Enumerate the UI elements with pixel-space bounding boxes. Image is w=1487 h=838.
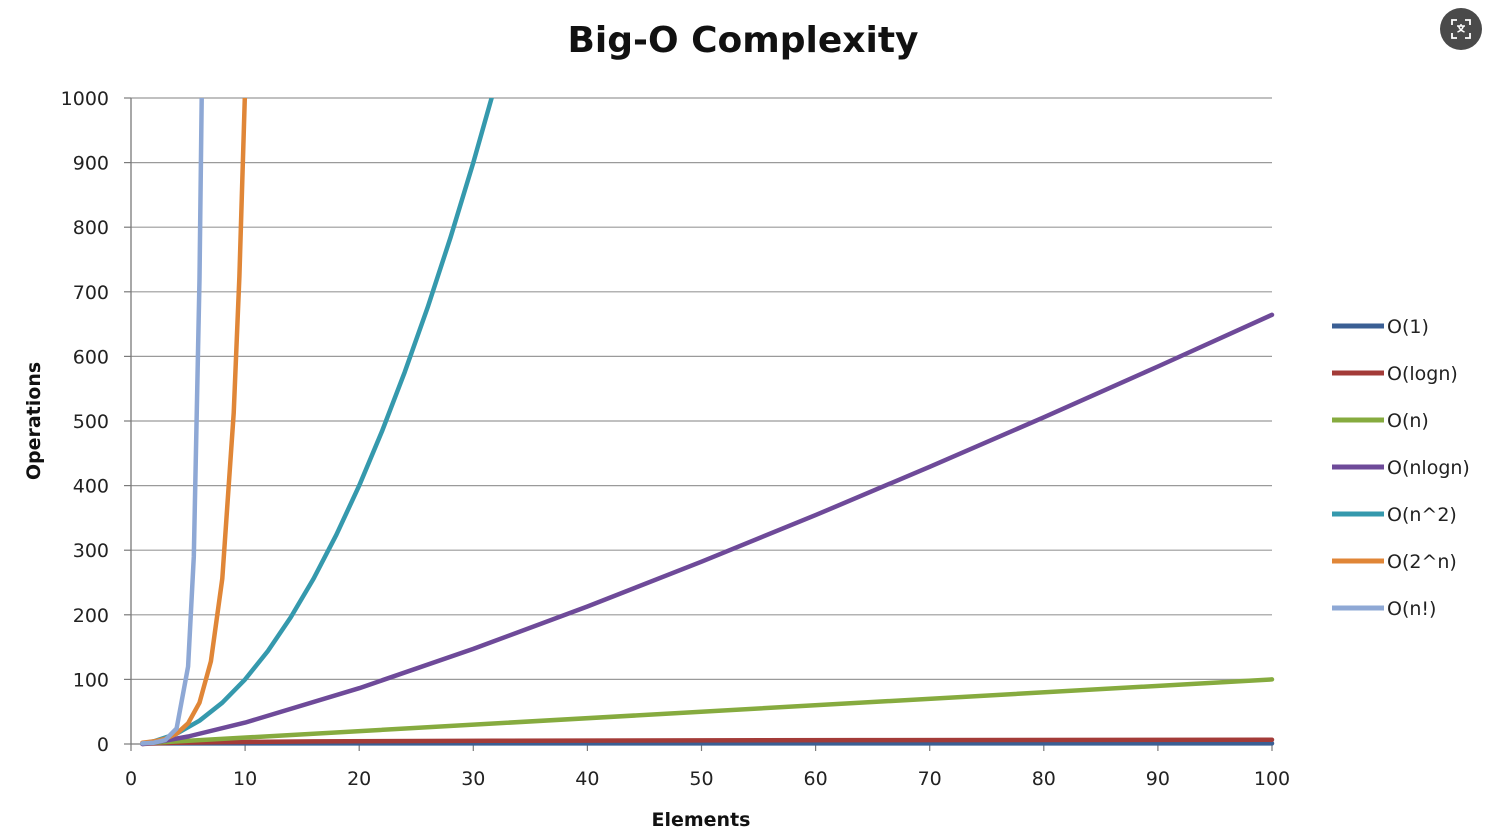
legend-item: O(n!) — [1332, 598, 1436, 620]
legend-label: O(n!) — [1387, 598, 1436, 620]
y-tick-label: 0 — [97, 734, 109, 756]
y-tick-label: 500 — [73, 411, 109, 433]
y-tick-label: 700 — [73, 282, 109, 304]
y-axis-ticks: 0 100 200 300 400 500 600 700 800 900 1000 — [61, 88, 131, 756]
legend: O(1) O(logn) O(n) O(nlogn) O(n^2) O(2^n) O(n!) — [1332, 316, 1470, 620]
legend-label: O(n) — [1387, 410, 1429, 432]
chart-title: Big-O Complexity — [567, 20, 918, 61]
y-tick-label: 1000 — [61, 88, 109, 110]
legend-item: O(n) — [1332, 410, 1429, 432]
y-tick-label: 400 — [73, 476, 109, 498]
y-tick-label: 100 — [73, 669, 109, 691]
x-tick-label: 100 — [1254, 768, 1290, 790]
x-tick-label: 40 — [575, 768, 599, 790]
y-axis-label: Operations — [23, 362, 45, 480]
x-tick-label: 20 — [347, 768, 371, 790]
y-tick-label: 800 — [73, 217, 109, 239]
x-tick-label: 30 — [461, 768, 485, 790]
translate-button[interactable] — [1440, 8, 1482, 50]
x-tick-label: 10 — [233, 768, 257, 790]
x-tick-label: 0 — [125, 768, 137, 790]
x-axis-label: Elements — [652, 809, 751, 831]
legend-item: O(n^2) — [1332, 504, 1457, 526]
legend-label: O(n^2) — [1387, 504, 1457, 526]
y-tick-label: 600 — [73, 346, 109, 368]
legend-item: O(1) — [1332, 316, 1429, 338]
x-tick-label: 80 — [1032, 768, 1056, 790]
legend-label: O(nlogn) — [1387, 457, 1470, 479]
y-tick-label: 300 — [73, 540, 109, 562]
legend-item: O(2^n) — [1332, 551, 1457, 573]
translate-icon — [1451, 19, 1471, 39]
x-tick-label: 50 — [689, 768, 713, 790]
series-lines — [140, 98, 1275, 747]
series-line — [140, 312, 1275, 747]
y-tick-label: 200 — [73, 605, 109, 627]
series-line — [140, 677, 1275, 746]
x-tick-label: 60 — [804, 768, 828, 790]
legend-label: O(2^n) — [1387, 551, 1457, 573]
y-tick-label: 900 — [73, 153, 109, 175]
x-tick-label: 70 — [918, 768, 942, 790]
legend-label: O(logn) — [1387, 363, 1458, 385]
x-axis-ticks: 0 10 20 30 40 50 60 70 80 90 100 — [125, 744, 1290, 790]
legend-item: O(logn) — [1332, 363, 1458, 385]
series-line — [140, 98, 248, 745]
series-line — [140, 98, 494, 746]
x-tick-label: 90 — [1146, 768, 1170, 790]
series-line — [140, 98, 204, 746]
gridlines — [131, 97, 1272, 681]
legend-label: O(1) — [1387, 316, 1429, 338]
legend-item: O(nlogn) — [1332, 457, 1470, 479]
